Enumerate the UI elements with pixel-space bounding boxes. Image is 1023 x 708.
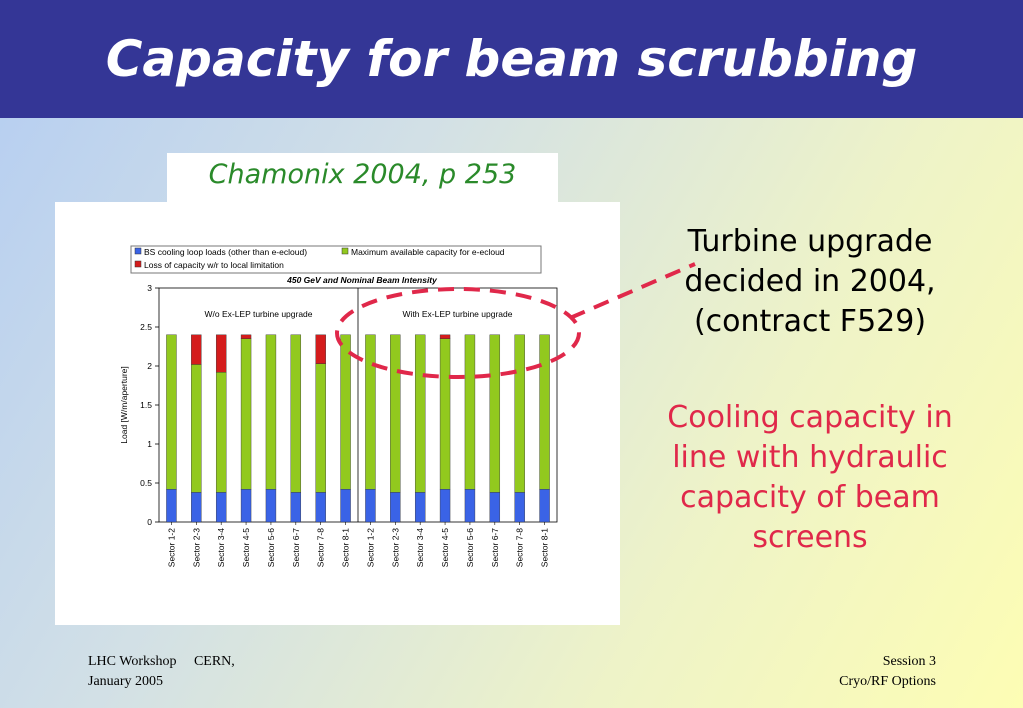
chart-title: 450 GeV and Nominal Beam Intensity xyxy=(286,275,438,285)
x-tick-label: Sector 6-7 xyxy=(490,528,500,567)
x-tick-label: Sector 5-6 xyxy=(465,528,475,567)
legend-label: Maximum available capacity for e-ecloud xyxy=(351,247,505,257)
group-label: W/o Ex-LEP turbine upgrade xyxy=(204,309,312,319)
x-tick-label: Sector 2-3 xyxy=(191,528,201,567)
note-line: screens xyxy=(752,520,868,555)
y-tick-label: 3 xyxy=(147,283,152,293)
y-tick-label: 1.5 xyxy=(140,400,152,410)
bar-segment xyxy=(215,334,227,373)
footer-line: LHC Workshop CERN, xyxy=(88,654,235,669)
legend-swatch xyxy=(341,247,349,255)
footer-right: Session 3 Cryo/RF Options xyxy=(839,652,936,692)
note-line: Cooling capacity in xyxy=(667,400,953,435)
bar-segment xyxy=(340,334,351,490)
group-label: With Ex-LEP turbine upgrade xyxy=(403,309,513,319)
bar-segment xyxy=(390,334,401,493)
highlight-ellipse xyxy=(335,287,581,379)
chart-panel: BS cooling loop loads (other than e-eclo… xyxy=(55,202,620,625)
x-tick-label: Sector 3-4 xyxy=(216,528,226,567)
source-caption-box: Chamonix 2004, p 253 xyxy=(167,153,558,203)
y-tick-label: 0.5 xyxy=(140,478,152,488)
legend-swatch xyxy=(134,260,142,268)
bar-segment xyxy=(265,334,277,490)
x-tick-label: Sector 1-2 xyxy=(166,528,176,567)
bar-segment xyxy=(240,334,252,339)
x-tick-label: Sector 7-8 xyxy=(515,528,525,567)
y-tick-label: 2.5 xyxy=(140,322,152,332)
x-tick-label: Sector 2-3 xyxy=(390,528,400,567)
legend-label: Loss of capacity w/r to local limitation xyxy=(144,260,284,270)
footer-line: January 2005 xyxy=(88,674,164,689)
note-line: line with hydraulic xyxy=(672,440,948,475)
legend-swatch xyxy=(134,247,142,255)
x-tick-label: Sector 4-5 xyxy=(241,528,251,567)
bar-segment xyxy=(464,334,476,490)
bar-segment xyxy=(539,334,550,490)
x-tick-label: Sector 8-1 xyxy=(341,528,351,567)
x-tick-label: Sector 8-1 xyxy=(540,528,550,567)
source-caption: Chamonix 2004, p 253 xyxy=(208,159,517,190)
y-tick-label: 0 xyxy=(147,517,152,527)
bar-segment xyxy=(414,334,426,493)
legend-box xyxy=(130,245,542,274)
footer-line: Session 3 xyxy=(882,654,936,669)
callout-line xyxy=(569,262,696,320)
slide-title: Capacity for beam scrubbing xyxy=(105,30,918,88)
legend-label: BS cooling loop loads (other than e-eclo… xyxy=(144,247,307,257)
bar-segment xyxy=(365,334,376,490)
bar-segment xyxy=(315,334,326,364)
bar-segment xyxy=(514,334,525,493)
bar-segment xyxy=(166,334,177,490)
bar-segment xyxy=(290,334,302,493)
x-tick-label: Sector 1-2 xyxy=(365,528,375,567)
title-bar: Capacity for beam scrubbing xyxy=(0,0,1023,118)
x-tick-label: Sector 6-7 xyxy=(291,528,301,567)
x-tick-label: Sector 3-4 xyxy=(415,528,425,567)
y-tick-label: 2 xyxy=(147,361,152,371)
y-tick-label: 1 xyxy=(147,439,152,449)
bar-segment xyxy=(489,334,501,493)
bar-segment xyxy=(439,334,451,339)
turbine-upgrade-note: Turbine upgrade decided in 2004, (contra… xyxy=(640,222,980,342)
x-tick-label: Sector 4-5 xyxy=(440,528,450,567)
note-line: Turbine upgrade xyxy=(687,224,933,259)
stacked-bar-chart: BS cooling loop loads (other than e-eclo… xyxy=(119,245,558,567)
footer-line: Cryo/RF Options xyxy=(839,674,936,689)
x-tick-label: Sector 5-6 xyxy=(266,528,276,567)
y-axis-label: Load [W/m/aperture] xyxy=(119,366,129,443)
note-line: decided in 2004, xyxy=(684,264,936,299)
footer-left: LHC Workshop CERN, January 2005 xyxy=(88,652,235,692)
x-tick-label: Sector 7-8 xyxy=(316,528,326,567)
bar-segment xyxy=(191,334,202,365)
note-line: (contract F529) xyxy=(693,304,927,339)
cooling-capacity-note: Cooling capacity in line with hydraulic … xyxy=(640,398,980,558)
note-line: capacity of beam xyxy=(680,480,940,515)
